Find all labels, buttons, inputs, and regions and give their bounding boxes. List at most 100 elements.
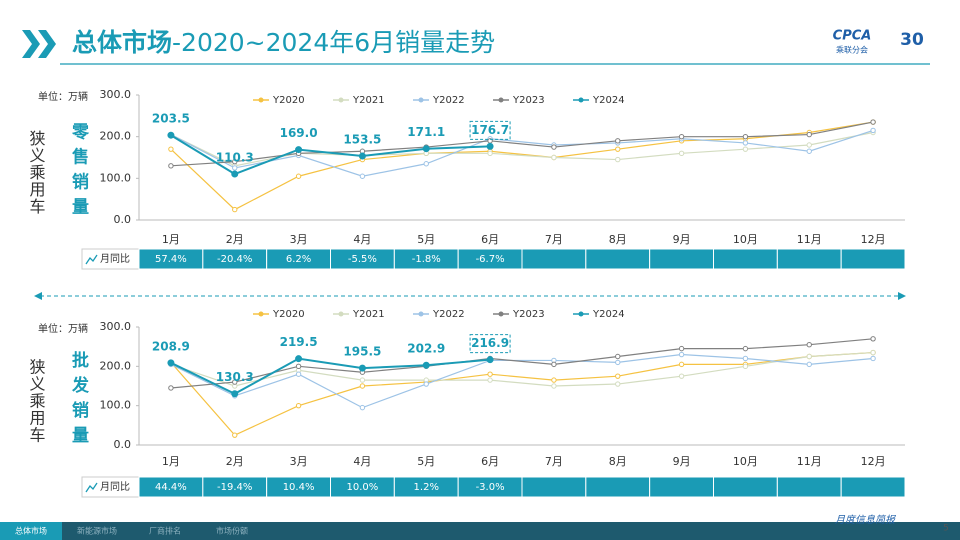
legend-label: Y2021 <box>352 309 385 320</box>
mom-icon <box>85 254 98 265</box>
label-box <box>469 120 511 140</box>
mom-cell <box>649 248 715 270</box>
x-tick-label: 12月 <box>861 233 886 246</box>
x-tick-label: 11月 <box>797 455 822 468</box>
legend-label: Y2020 <box>272 95 305 106</box>
series-line <box>170 353 874 409</box>
x-tick-label: 5月 <box>417 455 435 468</box>
mom-value: -5.5% <box>348 254 377 265</box>
x-tick-label: 8月 <box>609 455 627 468</box>
nav-tab[interactable]: 厂商排名 <box>149 526 181 536</box>
point <box>295 146 303 154</box>
x-tick-label: 4月 <box>353 455 371 468</box>
x-tick-label: 3月 <box>290 233 308 246</box>
chevron <box>22 30 40 58</box>
active-tab <box>0 522 62 540</box>
data-label: 216.9 <box>471 336 509 350</box>
point <box>422 145 430 153</box>
legend-label: Y2023 <box>512 309 545 320</box>
point <box>806 148 812 154</box>
mom-cell <box>585 476 651 498</box>
mom-cell <box>521 248 587 270</box>
nav-tab[interactable]: 新能源市场 <box>77 526 117 536</box>
x-tick-label: 1月 <box>162 455 180 468</box>
legend-label: Y2022 <box>432 309 465 320</box>
mom-value: -6.7% <box>476 254 505 265</box>
series-line <box>170 121 874 211</box>
data-label: 130.3 <box>216 370 254 384</box>
data-label: 195.5 <box>343 345 381 359</box>
x-tick-label: 9月 <box>673 455 691 468</box>
x-tick-label: 10月 <box>733 233 758 246</box>
point <box>678 150 685 157</box>
point <box>232 158 238 165</box>
chevron <box>38 30 56 58</box>
point <box>423 381 429 387</box>
point <box>422 361 430 369</box>
point <box>615 381 621 387</box>
point <box>678 133 685 140</box>
y-tick-label: 300.0 <box>100 320 132 333</box>
title-rest: -2020~2024年6月销量走势 <box>172 28 495 57</box>
mom-value: -3.0% <box>476 482 505 493</box>
point <box>615 359 621 366</box>
point <box>231 170 239 178</box>
point <box>615 138 621 144</box>
point <box>551 383 557 389</box>
data-label: 203.5 <box>152 112 190 126</box>
mom-cell <box>585 248 651 270</box>
data-label: 176.7 <box>471 123 509 137</box>
legend-marker <box>498 311 504 317</box>
mom-value: 6.2% <box>286 254 311 265</box>
x-tick-label: 4月 <box>353 233 371 246</box>
point <box>870 355 876 362</box>
y-tick-label: 100.0 <box>100 171 132 184</box>
mom-value: -20.4% <box>217 254 252 265</box>
group-label: 狭义乘用车 <box>27 130 46 215</box>
point <box>742 363 749 370</box>
x-tick-label: 12月 <box>861 455 886 468</box>
series-line <box>170 351 874 387</box>
point <box>678 373 685 379</box>
point <box>487 377 493 383</box>
data-label: 202.9 <box>407 342 445 356</box>
y-tick-label: 200.0 <box>100 359 132 372</box>
nav-tab[interactable]: 总体市场 <box>15 526 47 536</box>
mom-cell <box>840 476 906 498</box>
mom-label: 月同比 <box>100 253 130 265</box>
point <box>678 345 685 352</box>
x-tick-label: 6月 <box>481 455 499 468</box>
unit: 单位：万辆 <box>38 90 88 103</box>
series-line <box>170 131 874 167</box>
title: 总体市场-2020~2024年6月销量走势 <box>72 28 495 57</box>
point <box>551 154 557 161</box>
point <box>806 142 812 148</box>
mom-value: 10.0% <box>347 482 379 493</box>
point <box>487 150 493 157</box>
point <box>742 345 749 352</box>
point <box>551 361 557 368</box>
mom-value: -1.8% <box>412 254 441 265</box>
point <box>168 385 174 391</box>
mom-value: 44.4% <box>155 482 187 493</box>
point <box>232 206 238 213</box>
point <box>870 349 876 356</box>
point <box>742 146 749 152</box>
mom-cell <box>840 248 906 270</box>
legend-marker <box>418 97 424 103</box>
data-label: 153.5 <box>343 133 381 147</box>
mom-label: 月同比 <box>100 481 130 493</box>
point <box>615 373 621 379</box>
point <box>359 173 366 179</box>
nav-tab[interactable]: 市场份额 <box>216 526 248 536</box>
mom-cell <box>649 476 715 498</box>
x-tick-label: 1月 <box>162 233 180 246</box>
mom-cell <box>713 248 778 270</box>
x-tick-label: 8月 <box>609 233 627 246</box>
point <box>359 404 366 411</box>
legend-label: Y2024 <box>592 309 625 320</box>
point <box>615 156 621 163</box>
x-tick-label: 11月 <box>797 233 822 246</box>
mom-cell <box>776 476 842 498</box>
unit: 单位：万辆 <box>38 322 88 335</box>
